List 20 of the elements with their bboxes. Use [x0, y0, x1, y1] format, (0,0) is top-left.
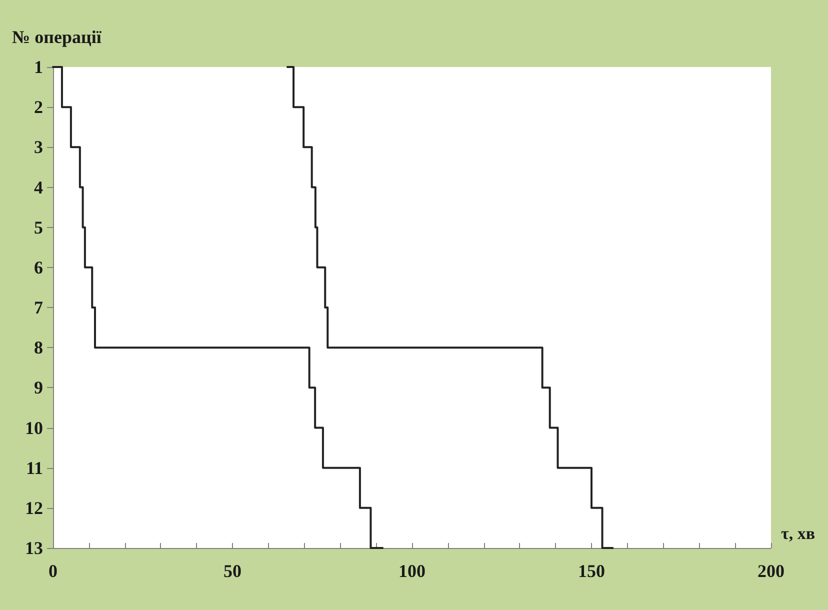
y-axis-title: № операції — [12, 27, 102, 47]
y-tick-label: 12 — [25, 498, 43, 518]
x-axis-title: τ, хв — [781, 524, 816, 543]
y-tick-label: 3 — [34, 137, 43, 158]
y-tick-label: 13 — [25, 538, 43, 558]
y-tick-label: 7 — [34, 298, 43, 318]
y-tick-label: 10 — [25, 418, 43, 438]
y-tick-label: 5 — [34, 217, 43, 238]
x-tick-label: 200 — [758, 561, 784, 581]
y-tick-label: 1 — [34, 57, 43, 77]
y-tick-label: 2 — [34, 97, 43, 118]
y-tick-label: 6 — [34, 257, 43, 278]
x-tick-label: 0 — [48, 561, 58, 581]
y-tick-label: 11 — [26, 458, 43, 478]
x-tick-label: 150 — [578, 561, 605, 581]
y-tick-label: 8 — [34, 338, 43, 358]
x-tick-label: 50 — [224, 561, 242, 581]
x-tick-label: 100 — [398, 561, 426, 581]
y-tick-label: 4 — [34, 177, 43, 198]
y-tick-label: 9 — [34, 378, 43, 398]
